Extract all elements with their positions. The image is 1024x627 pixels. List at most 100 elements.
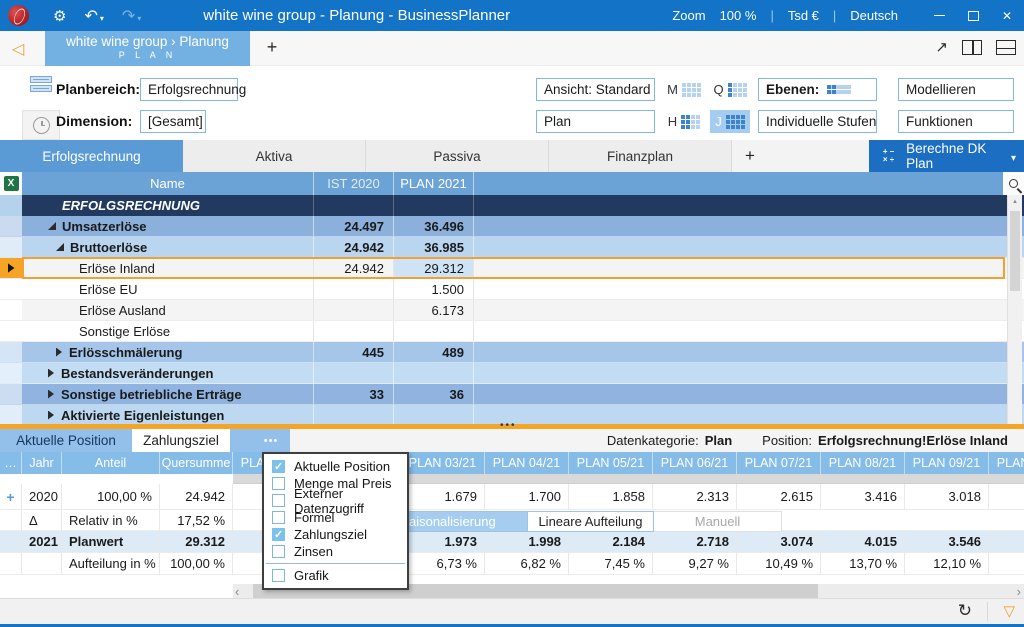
- month-cell[interactable]: 4.015: [821, 531, 905, 552]
- filter-triangle-icon[interactable]: [1003, 602, 1015, 620]
- row-aufteilung[interactable]: Aufteilung in % 100,00 % 6,73 % 6,82 % 7…: [0, 553, 1024, 575]
- month-cell[interactable]: 1.700: [485, 484, 569, 509]
- table-row-erfolgsrechnung[interactable]: ERFOLGSRECHNUNG: [0, 195, 1024, 216]
- modellieren-button[interactable]: Modellieren: [898, 78, 1014, 101]
- redo-button[interactable]: [122, 6, 141, 26]
- column-header-plan-03-21[interactable]: PLAN 03/21: [401, 452, 485, 474]
- table-row-erloesschmaelerung[interactable]: Erlösschmälerung 445 489: [0, 342, 1024, 363]
- month-cell[interactable]: 2.184: [569, 531, 653, 552]
- layers-icon[interactable]: [30, 76, 52, 94]
- menu-item-grafik[interactable]: Grafik: [264, 567, 407, 584]
- lineare-aufteilung-button[interactable]: Lineare Aufteilung: [528, 511, 654, 532]
- checkbox-icon[interactable]: [272, 511, 285, 524]
- tab-aktuelle-position[interactable]: Aktuelle Position: [16, 433, 116, 448]
- column-header-plan-04-21[interactable]: PLAN 04/21: [485, 452, 569, 474]
- month-cell[interactable]: [989, 553, 1024, 574]
- month-cell[interactable]: 2.718: [653, 531, 737, 552]
- month-cell[interactable]: 1.973: [401, 531, 485, 552]
- month-cell[interactable]: 10,49 %: [737, 553, 821, 574]
- excel-export-button[interactable]: [0, 172, 22, 195]
- plan-value-selected-cell[interactable]: 29.312: [393, 258, 473, 278]
- menu-item-externer-datenzugriff[interactable]: Externer Datenzugriff: [264, 486, 407, 516]
- maximize-button[interactable]: [956, 0, 990, 31]
- split-vertical-icon[interactable]: [962, 40, 982, 55]
- table-row-erloese-eu[interactable]: Erlöse EU 1.500: [0, 279, 1024, 300]
- datenkategorie-field[interactable]: Plan: [536, 110, 655, 133]
- collapse-node-icon[interactable]: [48, 222, 56, 230]
- checkbox-icon[interactable]: [272, 545, 285, 558]
- scroll-up-icon[interactable]: [1008, 195, 1022, 209]
- menu-item-aktuelle-position[interactable]: Aktuelle Position: [264, 458, 407, 475]
- close-button[interactable]: [990, 0, 1024, 31]
- dimension-field[interactable]: [Gesamt]: [140, 110, 206, 133]
- individuelle-stufen-button[interactable]: Individuelle Stufen: [758, 110, 877, 133]
- scrollbar-thumb[interactable]: [1010, 211, 1020, 291]
- column-header-quersumme[interactable]: Quersumme: [160, 452, 233, 474]
- month-cell[interactable]: [989, 531, 1024, 552]
- add-document-tab-button[interactable]: +: [266, 37, 278, 57]
- month-cell[interactable]: 1.858: [569, 484, 653, 509]
- redo-dropdown-icon[interactable]: [137, 8, 141, 24]
- column-header-plan-09-21[interactable]: PLAN 09/21: [905, 452, 989, 474]
- tab-aktiva[interactable]: Aktiva: [183, 140, 366, 172]
- row-2020[interactable]: + 2020 100,00 % 24.942 1.679 1.700 1.858…: [0, 484, 1024, 510]
- settings-gear-icon[interactable]: [53, 7, 66, 25]
- menu-item-zinsen[interactable]: Zinsen: [264, 543, 407, 560]
- zoom-value[interactable]: 100 %: [719, 8, 757, 23]
- period-year-button[interactable]: J: [710, 110, 750, 133]
- column-header-plan-2021[interactable]: PLAN 2021: [393, 172, 473, 195]
- menu-item-zahlungsziel[interactable]: Zahlungsziel: [264, 526, 407, 543]
- month-cell[interactable]: 7,45 %: [569, 553, 653, 574]
- column-header-name[interactable]: Name: [150, 176, 185, 191]
- expand-node-icon[interactable]: [48, 368, 54, 378]
- month-cell[interactable]: 3.416: [821, 484, 905, 509]
- back-arrow-icon[interactable]: [12, 39, 24, 59]
- split-horizontal-icon[interactable]: [996, 40, 1016, 55]
- month-cell[interactable]: 3.074: [737, 531, 821, 552]
- menu-item-menge-mal-preis[interactable]: Menge mal Preis: [264, 475, 407, 492]
- currency-unit-selector[interactable]: Tsd €: [787, 8, 819, 23]
- column-header-plan-10-21[interactable]: PLAN 10/21: [989, 452, 1024, 474]
- menu-item-formel[interactable]: Formel: [264, 509, 407, 526]
- column-header-ist-2020[interactable]: IST 2020: [313, 172, 393, 195]
- refresh-icon[interactable]: [958, 601, 972, 621]
- column-header-plan-08-21[interactable]: PLAN 08/21: [821, 452, 905, 474]
- add-sheet-tab-button[interactable]: +: [745, 146, 755, 165]
- column-header-plan-07-21[interactable]: PLAN 07/21: [737, 452, 821, 474]
- expand-row-icon[interactable]: +: [0, 484, 22, 509]
- collapse-node-icon[interactable]: [56, 243, 64, 251]
- undo-button[interactable]: [84, 6, 103, 26]
- minimize-button[interactable]: [922, 0, 956, 31]
- history-button[interactable]: [22, 110, 60, 140]
- expand-node-icon[interactable]: [48, 410, 54, 420]
- scroll-left-icon[interactable]: [235, 584, 239, 598]
- column-header-plan-05-21[interactable]: PLAN 05/21: [569, 452, 653, 474]
- more-tabs-button[interactable]: •••: [263, 434, 279, 447]
- month-cell[interactable]: 6,73 %: [401, 553, 485, 574]
- document-tab-active[interactable]: white wine group › Planung P L A N: [45, 31, 250, 66]
- month-cell[interactable]: 13,70 %: [821, 553, 905, 574]
- checkbox-icon[interactable]: [272, 477, 285, 490]
- checkbox-icon[interactable]: [272, 494, 285, 507]
- tab-zahlungsziel[interactable]: Zahlungsziel: [132, 429, 230, 452]
- checkbox-icon[interactable]: [272, 569, 285, 582]
- ebenen-button[interactable]: Ebenen:: [758, 78, 877, 101]
- ansicht-field[interactable]: Ansicht: Standard: [536, 78, 655, 101]
- planbereich-field[interactable]: Erfolgsrechnung: [140, 78, 246, 101]
- tab-passiva[interactable]: Passiva: [366, 140, 549, 172]
- manuell-button[interactable]: Manuell: [654, 511, 782, 532]
- month-cell[interactable]: 3.546: [905, 531, 989, 552]
- panel-splitter[interactable]: •••: [0, 420, 1024, 431]
- vertical-scrollbar[interactable]: [1007, 195, 1022, 426]
- table-row-bruttoerloese[interactable]: Bruttoerlöse 24.942 36.985: [0, 237, 1024, 258]
- splitter-handle-icon[interactable]: •••: [500, 420, 517, 431]
- expand-node-icon[interactable]: [56, 347, 62, 357]
- month-cell[interactable]: 9,27 %: [653, 553, 737, 574]
- table-row-bestandsveraenderungen[interactable]: Bestandsveränderungen: [0, 363, 1024, 384]
- table-row-umsatzerloese[interactable]: Umsatzerlöse 24.497 36.496: [0, 216, 1024, 237]
- popout-icon[interactable]: [935, 38, 948, 57]
- search-button[interactable]: [1003, 172, 1024, 195]
- tab-erfolgsrechnung[interactable]: Erfolgsrechnung: [0, 140, 183, 172]
- period-halfyear-button[interactable]: H: [664, 110, 704, 133]
- table-row-erloese-inland-selected[interactable]: Erlöse Inland 24.942 29.312: [0, 257, 1024, 279]
